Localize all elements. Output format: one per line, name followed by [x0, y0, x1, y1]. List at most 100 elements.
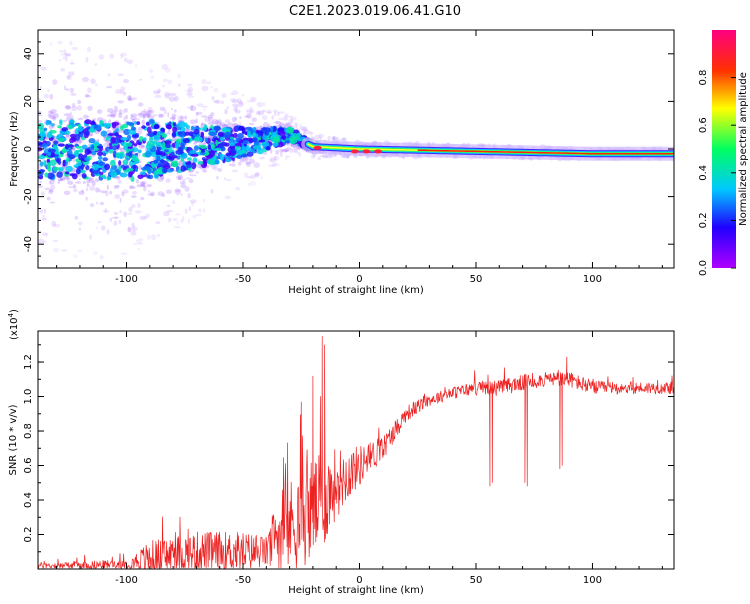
spectrogram-scatter-point: [137, 241, 143, 245]
spectrogram-scatter-point: [326, 154, 333, 159]
spectrogram-scatter-point: [49, 112, 55, 118]
spectrogram-cluster-point: [171, 160, 179, 168]
spectrogram-scatter-point: [251, 98, 256, 101]
spectrogram-scatter-point: [117, 73, 124, 77]
spectrogram-cluster-point: [119, 153, 123, 160]
spectrogram-scatter-point: [250, 174, 257, 179]
snr-y-scale-text: (x104): [7, 309, 20, 340]
spectrogram-cluster-point: [50, 123, 55, 127]
spectrogram-scatter-point: [245, 161, 250, 165]
spectrogram-cluster-point: [161, 167, 168, 174]
spectrogram-scatter-point: [77, 105, 82, 111]
spectrogram-scatter-point: [274, 155, 277, 162]
spectrogram-scatter-point: [136, 117, 140, 121]
spectrogram-scatter-point: [131, 226, 138, 232]
spectrogram-cluster-point: [172, 126, 178, 133]
spectrogram-scatter-point: [246, 161, 252, 167]
spectrogram-cluster-point: [210, 144, 216, 149]
spectrogram-cluster-point: [153, 123, 160, 130]
spectrogram-scatter-point: [238, 161, 242, 166]
spectrogram-scatter-point: [243, 172, 248, 178]
spectrogram-scatter-point: [165, 189, 172, 194]
spectrogram-cluster-point: [65, 171, 70, 175]
spectrogram-cluster-point: [214, 159, 220, 165]
spectrogram-scatter-point: [65, 56, 68, 62]
spectrogram-cluster-point: [284, 139, 291, 144]
spectrogram-scatter-point: [211, 119, 219, 124]
spectrogram-cluster-point: [234, 145, 241, 151]
spectrogram-cluster-point: [192, 157, 198, 163]
spectrogram-cluster-point: [102, 152, 107, 157]
spectrogram-cluster-point: [143, 165, 151, 171]
spectrogram-scatter-point: [204, 116, 211, 123]
spectrogram-scatter-point: [130, 195, 137, 199]
spectrogram-scatter-point: [87, 105, 93, 112]
spectrogram-y-tick-label: -40: [23, 236, 34, 252]
spectrogram-scatter-point: [39, 209, 43, 214]
spectrogram-scatter-point: [106, 85, 113, 89]
spectrogram-cluster-point: [140, 171, 146, 176]
spectrogram-scatter-point: [157, 191, 164, 197]
spectrogram-scatter-point: [138, 130, 143, 135]
spectrogram-scatter-point: [133, 137, 138, 142]
colorbar-gradient: [712, 30, 736, 268]
spectrogram-cluster-point: [247, 130, 251, 138]
spectrogram-scatter-point: [38, 113, 43, 117]
spectrogram-cluster-point: [218, 132, 226, 137]
spectrogram-scatter-point: [146, 184, 152, 188]
spectrogram-scatter-point: [243, 135, 247, 139]
spectrogram-scatter-point: [132, 242, 139, 246]
spectrogram-scatter-point: [312, 152, 317, 158]
spectrogram-scatter-point: [46, 196, 51, 201]
snr-y-scale-close: ): [9, 309, 20, 313]
spectrogram-scatter-point: [203, 108, 206, 111]
spectrogram-scatter-point: [88, 177, 94, 183]
spectrogram-scatter-point: [187, 218, 190, 224]
spectrogram-scatter-point: [113, 186, 120, 189]
spectrogram-scatter-point: [119, 89, 125, 95]
spectrogram-scatter-point: [138, 112, 141, 116]
spectrogram-scatter-point: [167, 129, 171, 133]
spectrogram-scatter-point: [226, 122, 234, 128]
spectrogram-scatter-point: [78, 178, 81, 181]
figure-title: C2E1.2023.019.06.41.G10: [289, 4, 461, 19]
spectrogram-scatter-point: [239, 158, 246, 163]
spectrogram-scatter-point: [112, 113, 116, 116]
spectrogram-scatter-point: [226, 106, 229, 109]
spectrogram-cluster-point: [100, 130, 108, 137]
spectrogram-scatter-point: [69, 87, 74, 94]
spectrogram-scatter-point: [52, 116, 57, 121]
spectrogram-scatter-point: [193, 141, 197, 145]
tone-peak: [417, 149, 674, 155]
spectrogram-scatter-point: [94, 63, 98, 66]
spectrogram-x-tick-label: 100: [583, 274, 602, 285]
spectrogram-scatter-point: [235, 109, 241, 114]
spectrogram-scatter-point: [223, 123, 228, 127]
spectrogram-scatter-point: [220, 100, 224, 105]
spectrogram-cluster-point: [103, 176, 107, 180]
spectrogram-scatter-point: [64, 154, 68, 158]
snr-y-scale-exponent: 4: [7, 312, 15, 317]
spectrogram-scatter-point: [139, 215, 147, 221]
spectrogram-scatter-point: [147, 193, 155, 196]
spectrogram-cluster-point: [120, 164, 126, 169]
spectrogram-scatter-point: [113, 110, 118, 113]
spectrogram-scatter-point: [239, 100, 244, 105]
spectrogram-scatter-point: [84, 95, 92, 98]
spectrogram-scatter-point: [134, 64, 138, 68]
spectrogram-scatter-point: [151, 114, 158, 117]
spectrogram-cluster-point: [225, 152, 231, 157]
spectrogram-scatter-point: [62, 119, 67, 123]
colorbar-tick-label: 0.4: [698, 165, 709, 181]
spectrogram-scatter-point: [258, 156, 265, 160]
spectrogram-scatter-point: [146, 213, 150, 218]
spectrogram-scatter-point: [175, 175, 182, 180]
spectrogram-cluster-point: [107, 133, 115, 136]
spectrogram-cluster-point: [164, 149, 169, 153]
spectrogram-cluster-point: [84, 130, 90, 136]
spectrogram-scatter-point: [314, 134, 321, 140]
spectrogram-scatter-point: [202, 198, 206, 203]
spectrogram-scatter-point: [177, 176, 182, 181]
spectrogram-cluster-point: [136, 121, 141, 125]
spectrogram-cluster-point: [88, 138, 96, 144]
